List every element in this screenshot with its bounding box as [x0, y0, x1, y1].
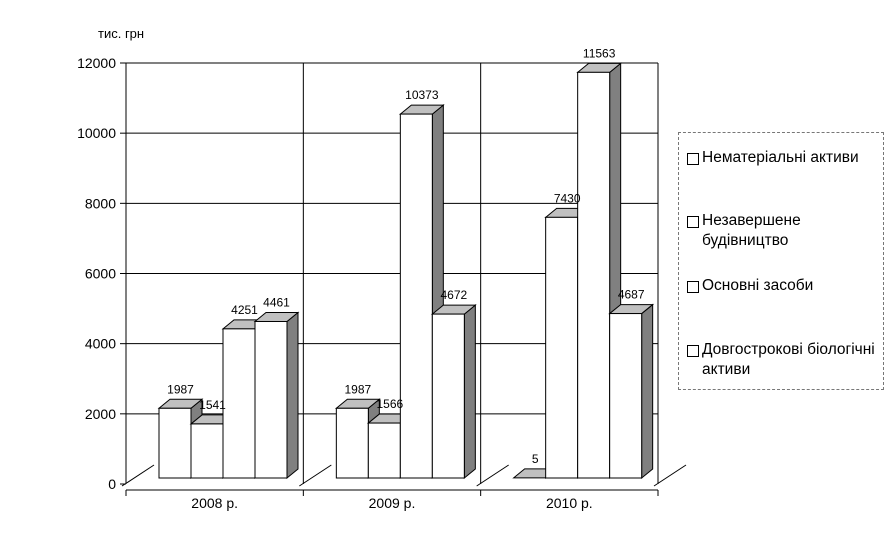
bar [430, 304, 477, 480]
bar-front-face [577, 71, 611, 479]
y-tick-label: 4000 [85, 336, 116, 352]
floor-divider [653, 464, 687, 487]
data-label: 1987 [167, 382, 194, 396]
bar-front-face [190, 423, 224, 479]
data-label: 5 [532, 452, 539, 466]
data-label: 4461 [263, 295, 290, 309]
grid-layer [120, 62, 687, 496]
bar-side-face [463, 304, 476, 480]
legend-item-construction-in-progress: Незавершене будівництво [687, 211, 881, 251]
bar-front-face [222, 328, 256, 479]
data-label: 4687 [618, 288, 645, 302]
bar-front-face [399, 113, 433, 479]
legend-swatch [687, 153, 699, 165]
legend-swatch [687, 281, 699, 293]
bar-front-face [367, 422, 401, 479]
data-label: 4672 [440, 288, 467, 302]
data-label: 1987 [344, 382, 371, 396]
legend-item-intangible-assets: Нематеріальні активи [687, 148, 881, 168]
bar-front-face [335, 407, 369, 479]
bar [253, 311, 300, 480]
category-label: 2009 р. [369, 495, 416, 511]
bar-front-face [431, 313, 465, 479]
floor-divider [121, 464, 155, 487]
legend-item-biological-assets: Довгострокові біологічні активи [687, 340, 881, 380]
data-label: 11563 [583, 46, 616, 60]
legend-label: Незавершене будівництво [702, 212, 801, 249]
y-tick-label: 2000 [85, 406, 116, 422]
y-tick-label: 0 [108, 476, 116, 492]
legend-label: Основні засоби [702, 277, 814, 294]
bar [398, 104, 445, 480]
y-axis-unit-label: тис. грн [98, 26, 144, 41]
bar-front-face [609, 313, 643, 479]
category-label: 2010 р. [546, 495, 593, 511]
data-label: 1566 [376, 397, 403, 411]
data-label: 10373 [405, 88, 439, 102]
y-tick-label: 6000 [85, 266, 116, 282]
data-label: 4251 [231, 303, 258, 317]
data-label: 1541 [199, 398, 226, 412]
category-label: 2008 р. [191, 495, 238, 511]
y-tick-label: 10000 [77, 125, 116, 141]
y-tick-label: 12000 [77, 55, 116, 71]
bar-side-face [641, 303, 654, 480]
bar-front-face [545, 216, 579, 479]
bar-front-face [158, 407, 192, 479]
text-layer: 0 2000 4000 6000 8000 10000 12000 тис. грн 2008 … [77, 26, 645, 511]
bars-layer [157, 62, 655, 480]
bar-side-face [286, 311, 299, 480]
y-tick-label: 8000 [85, 195, 116, 211]
legend-swatch [687, 345, 699, 357]
bar-front-face [254, 320, 288, 479]
legend-item-fixed-assets: Основні засоби [687, 276, 881, 296]
legend: Нематеріальні активи Незавершене будівни… [678, 132, 884, 390]
legend-label: Довгострокові біологічні активи [702, 341, 875, 378]
floor-divider [299, 464, 332, 487]
data-label: 7430 [554, 191, 581, 205]
floor-divider [476, 464, 509, 487]
bar [608, 303, 655, 480]
legend-swatch [687, 216, 699, 228]
legend-label: Нематеріальні активи [702, 149, 859, 166]
